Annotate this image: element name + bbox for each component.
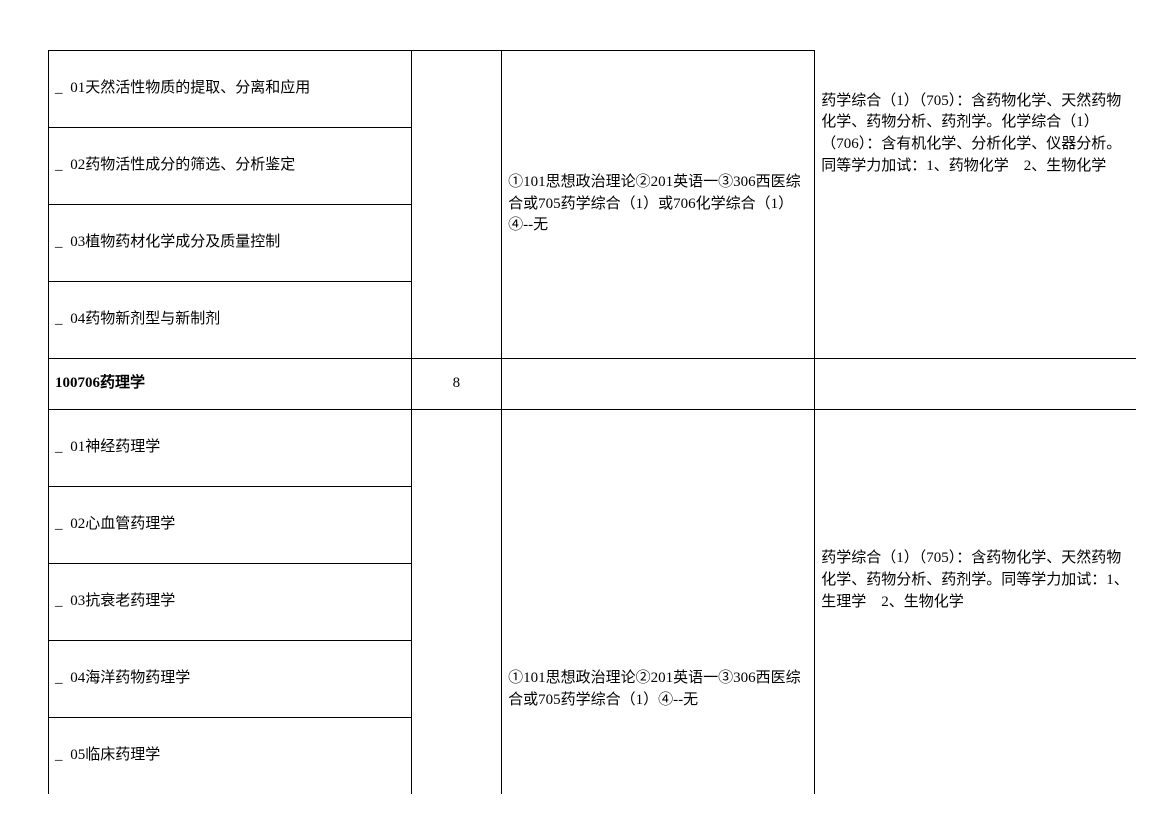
exam-cell	[502, 359, 815, 410]
subject-cell: _ 03植物药材化学成分及质量控制	[49, 205, 412, 282]
exam-text: ①101思想政治理论②201英语一③306西医综合或705药学综合（1）或706…	[508, 174, 801, 234]
major-title-cell: 100706药理学	[49, 359, 412, 410]
subject-direction: 04药物新剂型与新制剂	[68, 311, 220, 327]
subject-direction: 03抗衰老药理学	[68, 593, 175, 609]
major-code-title: 100706药理学	[55, 375, 145, 391]
subject-cell: _ 04海洋药物药理学	[49, 641, 412, 718]
item-prefix: _	[55, 747, 68, 763]
subject-cell: _ 01天然活性物质的提取、分离和应用	[49, 51, 412, 128]
table-row: _ 01神经药理学 ①101思想政治理论②201英语一③306西医综合或705药…	[49, 410, 1137, 487]
subject-cell: _ 02药物活性成分的筛选、分析鉴定	[49, 128, 412, 205]
subject-direction: 04海洋药物药理学	[68, 670, 190, 686]
notes-cell	[815, 359, 1136, 410]
notes-cell: 药学综合（1）（705）：含药物化学、天然药物化学、药物分析、药剂学。同等学力加…	[815, 410, 1136, 795]
item-prefix: _	[55, 670, 68, 686]
item-prefix: _	[55, 234, 68, 250]
subject-direction: 05临床药理学	[68, 747, 160, 763]
quota-cell: 8	[411, 359, 502, 410]
subject-direction: 03植物药材化学成分及质量控制	[68, 234, 280, 250]
notes-cell: 药学综合（1）（705）：含药物化学、天然药物化学、药物分析、药剂学。化学综合（…	[815, 51, 1136, 359]
subject-direction: 01神经药理学	[68, 439, 160, 455]
subject-cell: _ 03抗衰老药理学	[49, 564, 412, 641]
table-row: _ 01天然活性物质的提取、分离和应用 ①101思想政治理论②201英语一③30…	[49, 51, 1137, 128]
subject-direction: 02心血管药理学	[68, 516, 175, 532]
item-prefix: _	[55, 80, 68, 96]
exam-cell: ①101思想政治理论②201英语一③306西医综合或705药学综合（1）④--无	[502, 410, 815, 795]
catalog-table-wrap: _ 01天然活性物质的提取、分离和应用 ①101思想政治理论②201英语一③30…	[48, 50, 1136, 794]
subject-direction: 02药物活性成分的筛选、分析鉴定	[68, 157, 295, 173]
item-prefix: _	[55, 593, 68, 609]
subject-cell: _ 01神经药理学	[49, 410, 412, 487]
notes-text: 药学综合（1）（705）：含药物化学、天然药物化学、药物分析、药剂学。化学综合（…	[821, 93, 1121, 174]
subject-direction: 01天然活性物质的提取、分离和应用	[68, 80, 310, 96]
notes-text: 药学综合（1）（705）：含药物化学、天然药物化学、药物分析、药剂学。同等学力加…	[821, 550, 1129, 610]
quota-cell	[411, 51, 502, 359]
item-prefix: _	[55, 516, 68, 532]
item-prefix: _	[55, 157, 68, 173]
catalog-table: _ 01天然活性物质的提取、分离和应用 ①101思想政治理论②201英语一③30…	[48, 50, 1136, 794]
subject-cell: _ 04药物新剂型与新制剂	[49, 282, 412, 359]
exam-text: ①101思想政治理论②201英语一③306西医综合或705药学综合（1）④--无	[508, 670, 801, 708]
quota-value: 8	[453, 375, 461, 391]
exam-cell: ①101思想政治理论②201英语一③306西医综合或705药学综合（1）或706…	[502, 51, 815, 359]
item-prefix: _	[55, 311, 68, 327]
subject-cell: _ 02心血管药理学	[49, 487, 412, 564]
subject-cell: _ 05临床药理学	[49, 718, 412, 795]
table-row: 100706药理学 8	[49, 359, 1137, 410]
quota-cell	[411, 410, 502, 795]
item-prefix: _	[55, 439, 68, 455]
